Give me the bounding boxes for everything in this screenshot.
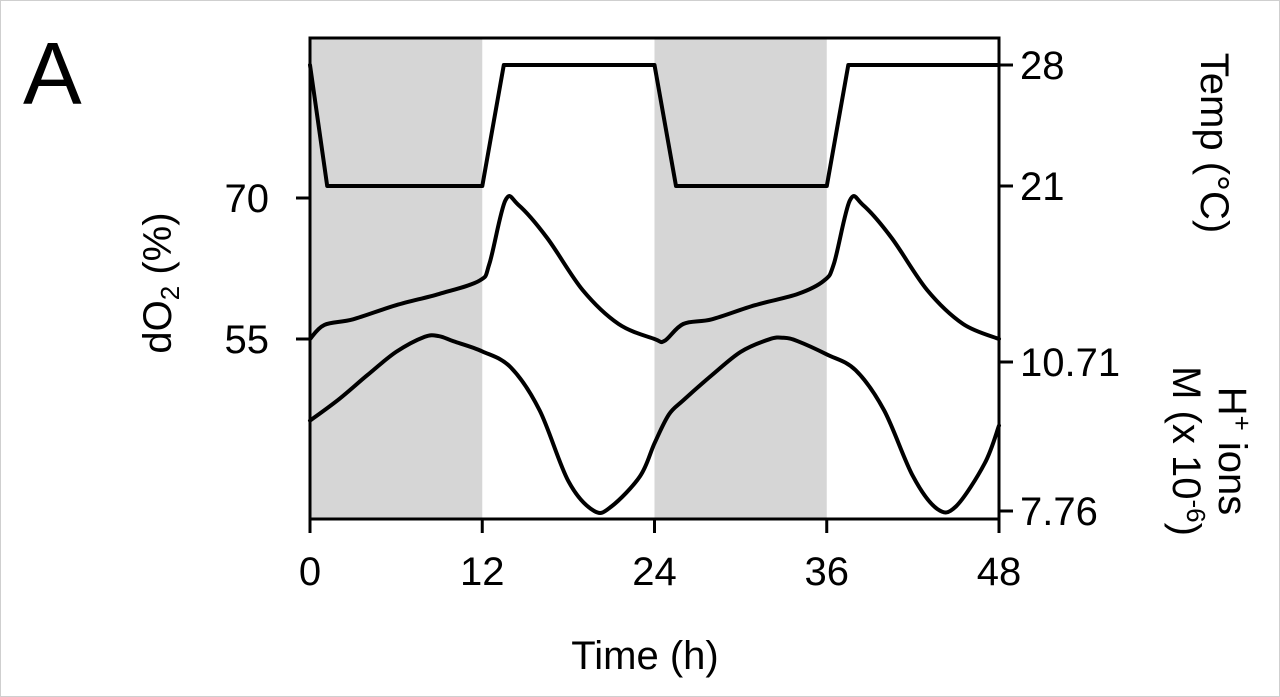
left-axis-label-tail: (%) bbox=[136, 212, 180, 285]
temp-axis-label: Temp (°C) bbox=[1192, 53, 1236, 233]
right-tick-label-0-1: 21 bbox=[1020, 165, 1065, 209]
right-tick-label-0-0: 28 bbox=[1020, 44, 1065, 88]
ions-label-m: M (x 10 bbox=[1164, 366, 1208, 499]
dark-period-0 bbox=[310, 38, 483, 519]
ions-axis-label-line2: M (x 10-6) bbox=[1164, 366, 1211, 536]
panel-label: A bbox=[23, 24, 82, 123]
left-axis-label-main: dO bbox=[136, 300, 180, 353]
series-line-0 bbox=[308, 63, 1001, 188]
ions-label-exp: -6 bbox=[1181, 499, 1211, 522]
series-line-2 bbox=[308, 333, 1001, 515]
right-tick-label-1-0: 10.71 bbox=[1020, 341, 1120, 385]
data-lines bbox=[308, 63, 1001, 515]
dark-period-1 bbox=[654, 38, 827, 519]
plot-background bbox=[310, 38, 827, 519]
right-tick-label-1-1: 7.76 bbox=[1020, 490, 1098, 534]
ions-label-ions: ions bbox=[1210, 431, 1254, 516]
x-tick-label-1: 12 bbox=[460, 550, 505, 594]
series-line-1 bbox=[308, 194, 1001, 345]
left-tick-label-0: 70 bbox=[225, 177, 270, 221]
left-tick-label-1: 55 bbox=[225, 318, 270, 362]
axis-ticks: 0 12 24 36 48 70 55 28 21 10.71 7.76 bbox=[225, 44, 1121, 594]
x-tick-label-0: 0 bbox=[299, 550, 321, 594]
left-axis-label-sub: 2 bbox=[155, 286, 185, 300]
ions-label-plus: + bbox=[1227, 416, 1257, 431]
left-axis-label: dO2 (%) bbox=[136, 212, 185, 353]
x-axis-label: Time (h) bbox=[571, 634, 718, 678]
ions-axis-label-line1: H+ ions bbox=[1210, 387, 1257, 516]
x-tick-label-2: 24 bbox=[632, 550, 677, 594]
ions-label-h: H bbox=[1210, 387, 1254, 416]
x-tick-label-4: 48 bbox=[977, 550, 1022, 594]
x-tick-label-3: 36 bbox=[805, 550, 850, 594]
ions-label-close: ) bbox=[1164, 523, 1208, 536]
